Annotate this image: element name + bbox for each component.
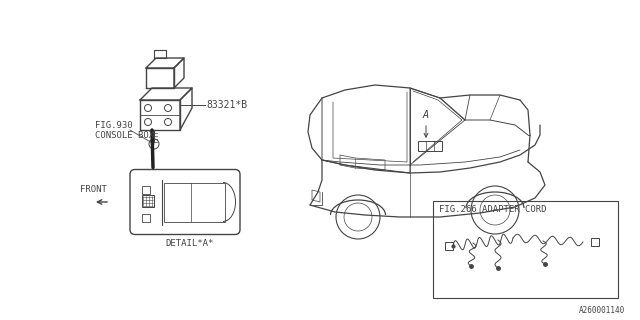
- Bar: [142, 195, 154, 207]
- Bar: [433, 201, 618, 298]
- Bar: [142, 186, 150, 194]
- Text: FIG.930: FIG.930: [95, 121, 132, 130]
- Text: 83321*B: 83321*B: [206, 100, 247, 110]
- Text: FRONT: FRONT: [79, 185, 106, 194]
- Text: DETAIL*A*: DETAIL*A*: [166, 239, 214, 249]
- Bar: [164, 182, 225, 221]
- Bar: [142, 214, 150, 222]
- Text: CONSOLE BOX: CONSOLE BOX: [95, 131, 154, 140]
- Text: A260001140: A260001140: [579, 306, 625, 315]
- Bar: [591, 238, 599, 246]
- Bar: [445, 242, 453, 250]
- Text: FIG.266 ADAPTER CORD: FIG.266 ADAPTER CORD: [439, 205, 547, 214]
- Bar: [418, 141, 442, 151]
- Text: A: A: [423, 110, 429, 120]
